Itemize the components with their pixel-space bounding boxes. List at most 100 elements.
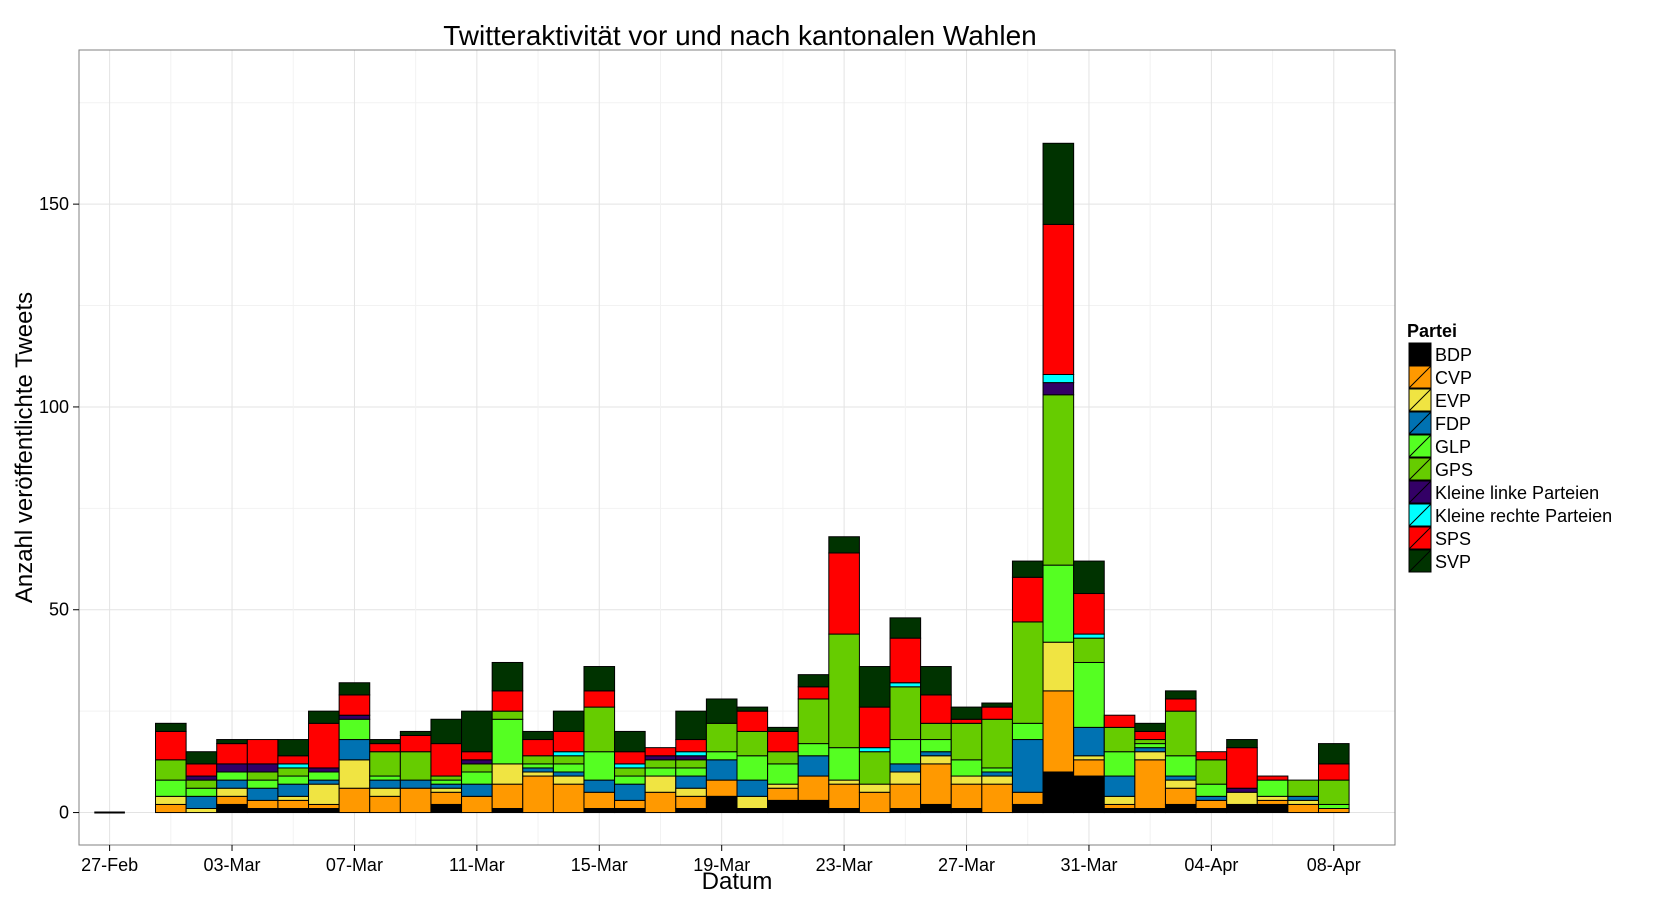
- bar-segment-cvp: [797, 775, 830, 801]
- legend-swatch-slash: [1408, 526, 1432, 550]
- bar-segment-gps: [1134, 739, 1166, 745]
- bar-segment-kleine-rechte-parteien: [858, 747, 891, 753]
- bar-segment-gps: [950, 722, 983, 761]
- bar-segment-kleine-rechte-parteien: [277, 763, 310, 769]
- bar-segment-svp: [828, 536, 860, 554]
- bar-segment-gps: [1287, 779, 1319, 797]
- x-axis: 27-Feb 03-Mar 07-Mar 11-Mar 15-Mar 19-Mar 23-M…: [81, 845, 1361, 875]
- bar-segment-gps: [736, 730, 769, 757]
- bar-segment-fdp: [430, 783, 463, 789]
- bar-segment-sps: [399, 734, 432, 753]
- bar-segment-evp: [216, 787, 248, 797]
- bar-segment-evp: [889, 771, 922, 785]
- legend-swatch-slash: [1408, 434, 1432, 458]
- bar-segment-fdp: [736, 779, 769, 797]
- bar-segment-cvp: [1011, 791, 1044, 805]
- bar-segment-glp: [797, 743, 830, 757]
- bar-segment-fdp: [1103, 775, 1136, 797]
- bar-segment-svp: [583, 666, 616, 692]
- bar-segment-bdp: [216, 803, 248, 814]
- bar-segment-cvp: [430, 791, 463, 805]
- legend-label: BDP: [1435, 345, 1472, 365]
- bar-segment-bdp: [308, 807, 340, 814]
- bar-segment-sps: [889, 637, 922, 684]
- bar-segment-cvp: [828, 783, 860, 809]
- bar-segment-gps: [675, 759, 707, 769]
- legend-label: Kleine linke Parteien: [1435, 483, 1599, 503]
- bar-segment-sps: [736, 710, 769, 732]
- bar-segment-svp: [705, 698, 738, 724]
- bar-segment-kleine-rechte-parteien: [552, 751, 585, 757]
- bar-segment-cvp: [1103, 803, 1136, 809]
- bar-segment-fdp: [705, 759, 738, 781]
- bar-segment-gps: [614, 767, 646, 777]
- legend-swatch-slash: [1408, 411, 1432, 435]
- bar-segment-kleine-rechte-parteien: [675, 751, 707, 757]
- bar-segment-glp: [216, 771, 248, 781]
- bar-segment-evp: [1256, 795, 1289, 801]
- bar-segment-evp: [338, 759, 371, 789]
- bar-segment-fdp: [399, 779, 432, 789]
- legend-swatch-slash: [1408, 480, 1432, 504]
- bar-segment-fdp: [981, 771, 1013, 777]
- bar-segment-gps: [461, 763, 493, 773]
- bar-segment-sps: [1134, 730, 1166, 741]
- bar-segment-cvp: [246, 799, 279, 809]
- bar-segment-sps: [369, 743, 401, 753]
- bar-segment-gps: [277, 767, 310, 777]
- bar-segment-evp: [1226, 791, 1258, 805]
- bar-segment-svp: [461, 710, 493, 753]
- bar-segment-fdp: [1164, 775, 1197, 781]
- bar-segment-gps: [644, 759, 677, 769]
- bar-segment-evp: [369, 787, 401, 797]
- legend-label: SVP: [1435, 552, 1471, 572]
- bar-segment-fdp: [797, 755, 830, 777]
- x-tick-label: 11-Mar: [449, 855, 505, 875]
- bar-segment-svp: [399, 730, 432, 736]
- legend-label: GLP: [1435, 437, 1471, 457]
- bar-segment-gps: [155, 759, 187, 781]
- bar-segment-bdp: [1103, 807, 1136, 814]
- bar-segment-cvp: [981, 783, 1013, 814]
- bar-segment-glp: [491, 718, 524, 765]
- bar-segment-gps: [1195, 759, 1228, 785]
- bar-segment-sps: [1226, 747, 1258, 789]
- bar-segment-bdp: [889, 807, 922, 814]
- bar-segment-glp: [552, 763, 585, 773]
- bar-segment-svp: [369, 739, 401, 745]
- x-tick-label: 27-Mar: [938, 855, 995, 875]
- bar-segment-bdp: [583, 807, 616, 814]
- bar-segment-bdp: [920, 803, 952, 814]
- bar-segment-svp: [858, 666, 891, 708]
- bar-segment-bdp: [246, 807, 279, 814]
- x-tick-label: 03-Mar: [204, 855, 261, 875]
- bar-segment-sps: [920, 694, 952, 724]
- bar-segment-gps: [858, 751, 891, 785]
- bar-segment-fdp: [338, 739, 371, 761]
- bar-segment-sps: [216, 743, 248, 765]
- bar-segment-fdp: [583, 779, 616, 793]
- chart-title: Twitteraktivität vor und nach kantonalen…: [443, 20, 1037, 51]
- bar-segment-kleine-linke-parteien: [185, 775, 218, 781]
- bar-segment-glp: [277, 775, 310, 785]
- bar-segment-kleine-linke-parteien: [675, 755, 707, 761]
- legend-label: CVP: [1435, 368, 1472, 388]
- legend-swatch-slash: [1408, 342, 1432, 366]
- x-tick-label: 19-Mar: [693, 855, 750, 875]
- bar-segment-evp: [491, 763, 524, 785]
- bar-segment-gps: [369, 751, 401, 777]
- bar-segment-glp: [675, 767, 707, 777]
- bar-segment-svp: [308, 710, 340, 724]
- bar-segment-evp: [552, 775, 585, 785]
- bar-segment-sps: [614, 751, 646, 765]
- bar-segment-glp: [1164, 755, 1197, 777]
- bar-segment-svp: [889, 617, 922, 639]
- legend-title: Partei: [1407, 321, 1457, 341]
- bar-segment-fdp: [1287, 795, 1319, 801]
- x-tick-label: 07-Mar: [326, 855, 383, 875]
- x-tick-label: 04-Apr: [1184, 855, 1238, 875]
- bar-segment-kleine-linke-parteien: [246, 763, 279, 773]
- bar-segment-svp: [185, 751, 218, 765]
- bar-segment-svp: [1226, 739, 1258, 749]
- bar-segment-evp: [1164, 779, 1197, 789]
